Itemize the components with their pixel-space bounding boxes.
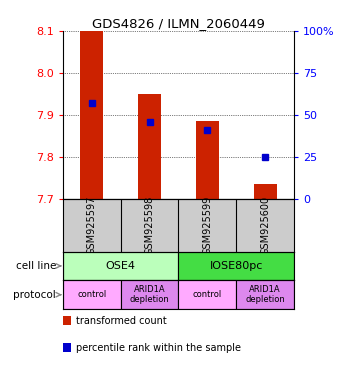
Title: GDS4826 / ILMN_2060449: GDS4826 / ILMN_2060449 xyxy=(92,17,265,30)
Bar xyxy=(253,184,276,199)
Text: GSM925599: GSM925599 xyxy=(202,195,212,255)
Bar xyxy=(63,280,121,309)
Bar xyxy=(121,280,178,309)
Text: transformed count: transformed count xyxy=(76,316,167,326)
Text: GSM925597: GSM925597 xyxy=(87,195,97,255)
Text: control: control xyxy=(77,290,106,299)
Text: OSE4: OSE4 xyxy=(106,261,136,271)
Bar xyxy=(178,252,294,280)
Text: percentile rank within the sample: percentile rank within the sample xyxy=(76,343,241,353)
Text: ARID1A
depletion: ARID1A depletion xyxy=(245,285,285,305)
Bar xyxy=(138,94,161,199)
Bar xyxy=(236,280,294,309)
Text: cell line: cell line xyxy=(16,261,56,271)
Text: control: control xyxy=(193,290,222,299)
Text: IOSE80pc: IOSE80pc xyxy=(210,261,263,271)
Bar xyxy=(178,280,236,309)
Text: GSM925600: GSM925600 xyxy=(260,195,270,255)
Text: GSM925598: GSM925598 xyxy=(145,195,155,255)
Text: protocol: protocol xyxy=(13,290,56,300)
Bar xyxy=(63,252,178,280)
Bar xyxy=(196,121,219,199)
Bar xyxy=(80,31,104,199)
Text: ARID1A
depletion: ARID1A depletion xyxy=(130,285,169,305)
